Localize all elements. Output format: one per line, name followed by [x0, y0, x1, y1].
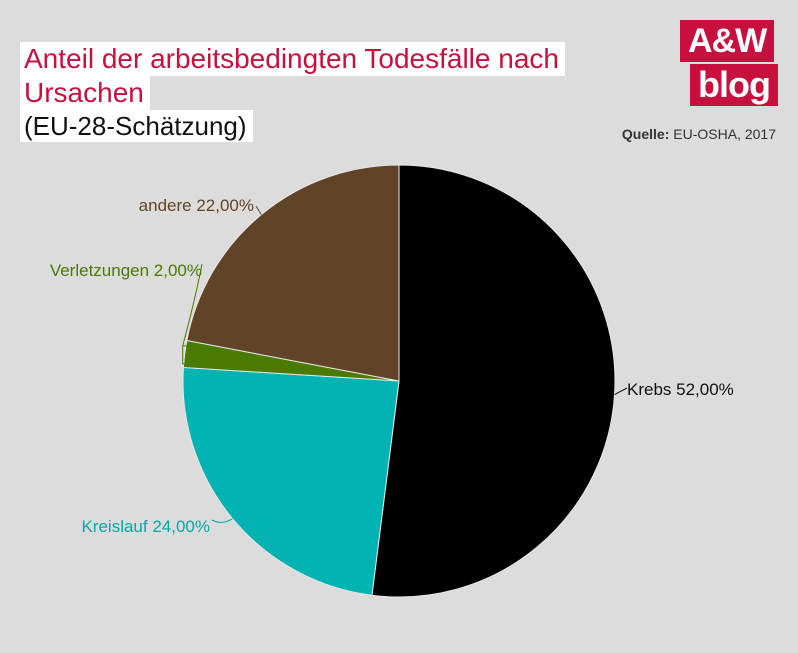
source-label: Quelle: — [621, 126, 670, 142]
source-text: EU-OSHA, 2017 — [669, 126, 776, 142]
leader-line-krebs — [614, 387, 628, 396]
slice-label-verletzungen: Verletzungen 2,00% — [50, 261, 202, 280]
leader-line-kreislauf — [211, 518, 233, 523]
chart-subtitle: (EU-28-Schätzung) — [20, 110, 253, 142]
chart-title-line-2: Ursachen — [20, 76, 150, 110]
chart-title-block: Anteil der arbeitsbedingten Todesfälle n… — [20, 42, 565, 142]
label-leader-lines — [182, 205, 628, 523]
pie-slice-andere — [186, 164, 400, 382]
slice-label-krebs: Krebs 52,00% — [627, 380, 734, 399]
leader-line-andere — [255, 205, 262, 215]
aw-blog-logo: A&W blog — [678, 20, 778, 108]
slice-label-andere: andere 22,00% — [139, 196, 254, 215]
chart-title-line-1: Anteil der arbeitsbedingten Todesfälle n… — [20, 42, 565, 76]
leader-line-verletzungen — [182, 263, 203, 365]
pie-slice-krebs — [371, 164, 616, 598]
slice-label-kreislauf: Kreislauf 24,00% — [81, 517, 210, 536]
pie-slices — [182, 164, 616, 598]
pie-slice-kreislauf — [182, 366, 400, 596]
logo-line-2: blog — [690, 64, 778, 106]
source-note: Quelle: EU-OSHA, 2017 — [622, 126, 776, 142]
logo-line-1: A&W — [680, 20, 775, 62]
slice-labels: Krebs 52,00% Kreislauf 24,00% Verletzungen… — [50, 196, 734, 536]
